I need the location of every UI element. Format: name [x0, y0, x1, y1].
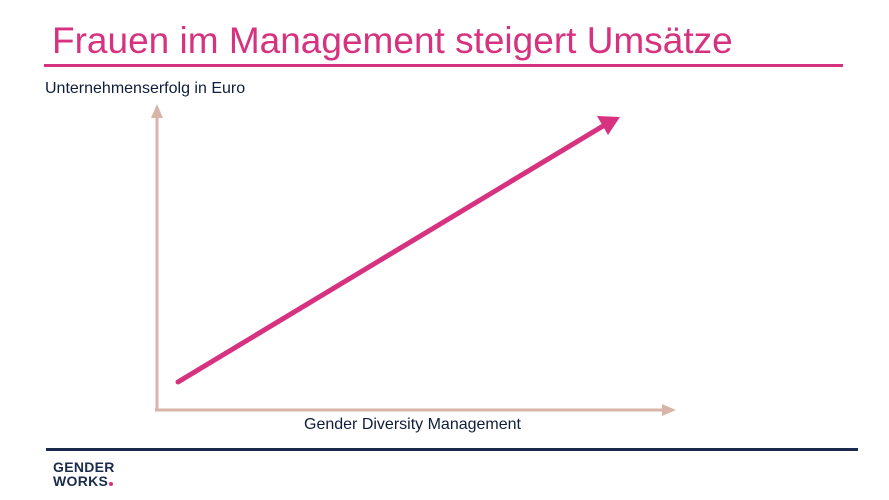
y-axis-label: Unternehmenserfolg in Euro	[45, 80, 246, 97]
logo-line-2: WORKS	[53, 474, 115, 488]
title-underline	[44, 64, 843, 67]
trend-arrowhead	[597, 116, 620, 135]
axes	[151, 104, 676, 416]
trend-arrow	[175, 116, 620, 385]
logo-dot-icon	[109, 482, 114, 486]
trend-line	[175, 123, 606, 385]
logo-line-1: GENDER	[53, 459, 115, 475]
y-axis-arrowhead	[151, 104, 163, 118]
logo-line-2-text: WORKS	[53, 473, 109, 489]
x-axis-arrowhead	[662, 404, 676, 416]
footer-divider	[46, 448, 858, 451]
slide-title: Frauen im Management steigert Umsätze	[52, 20, 733, 61]
gender-works-logo: GENDER WORKS	[53, 460, 115, 488]
x-axis-label: Gender Diversity Management	[304, 416, 521, 433]
